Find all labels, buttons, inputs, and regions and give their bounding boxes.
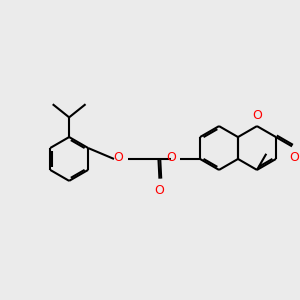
Text: O: O (167, 152, 176, 164)
Text: O: O (154, 184, 164, 196)
Text: O: O (252, 109, 262, 122)
Text: O: O (289, 151, 299, 164)
Text: O: O (113, 152, 123, 164)
